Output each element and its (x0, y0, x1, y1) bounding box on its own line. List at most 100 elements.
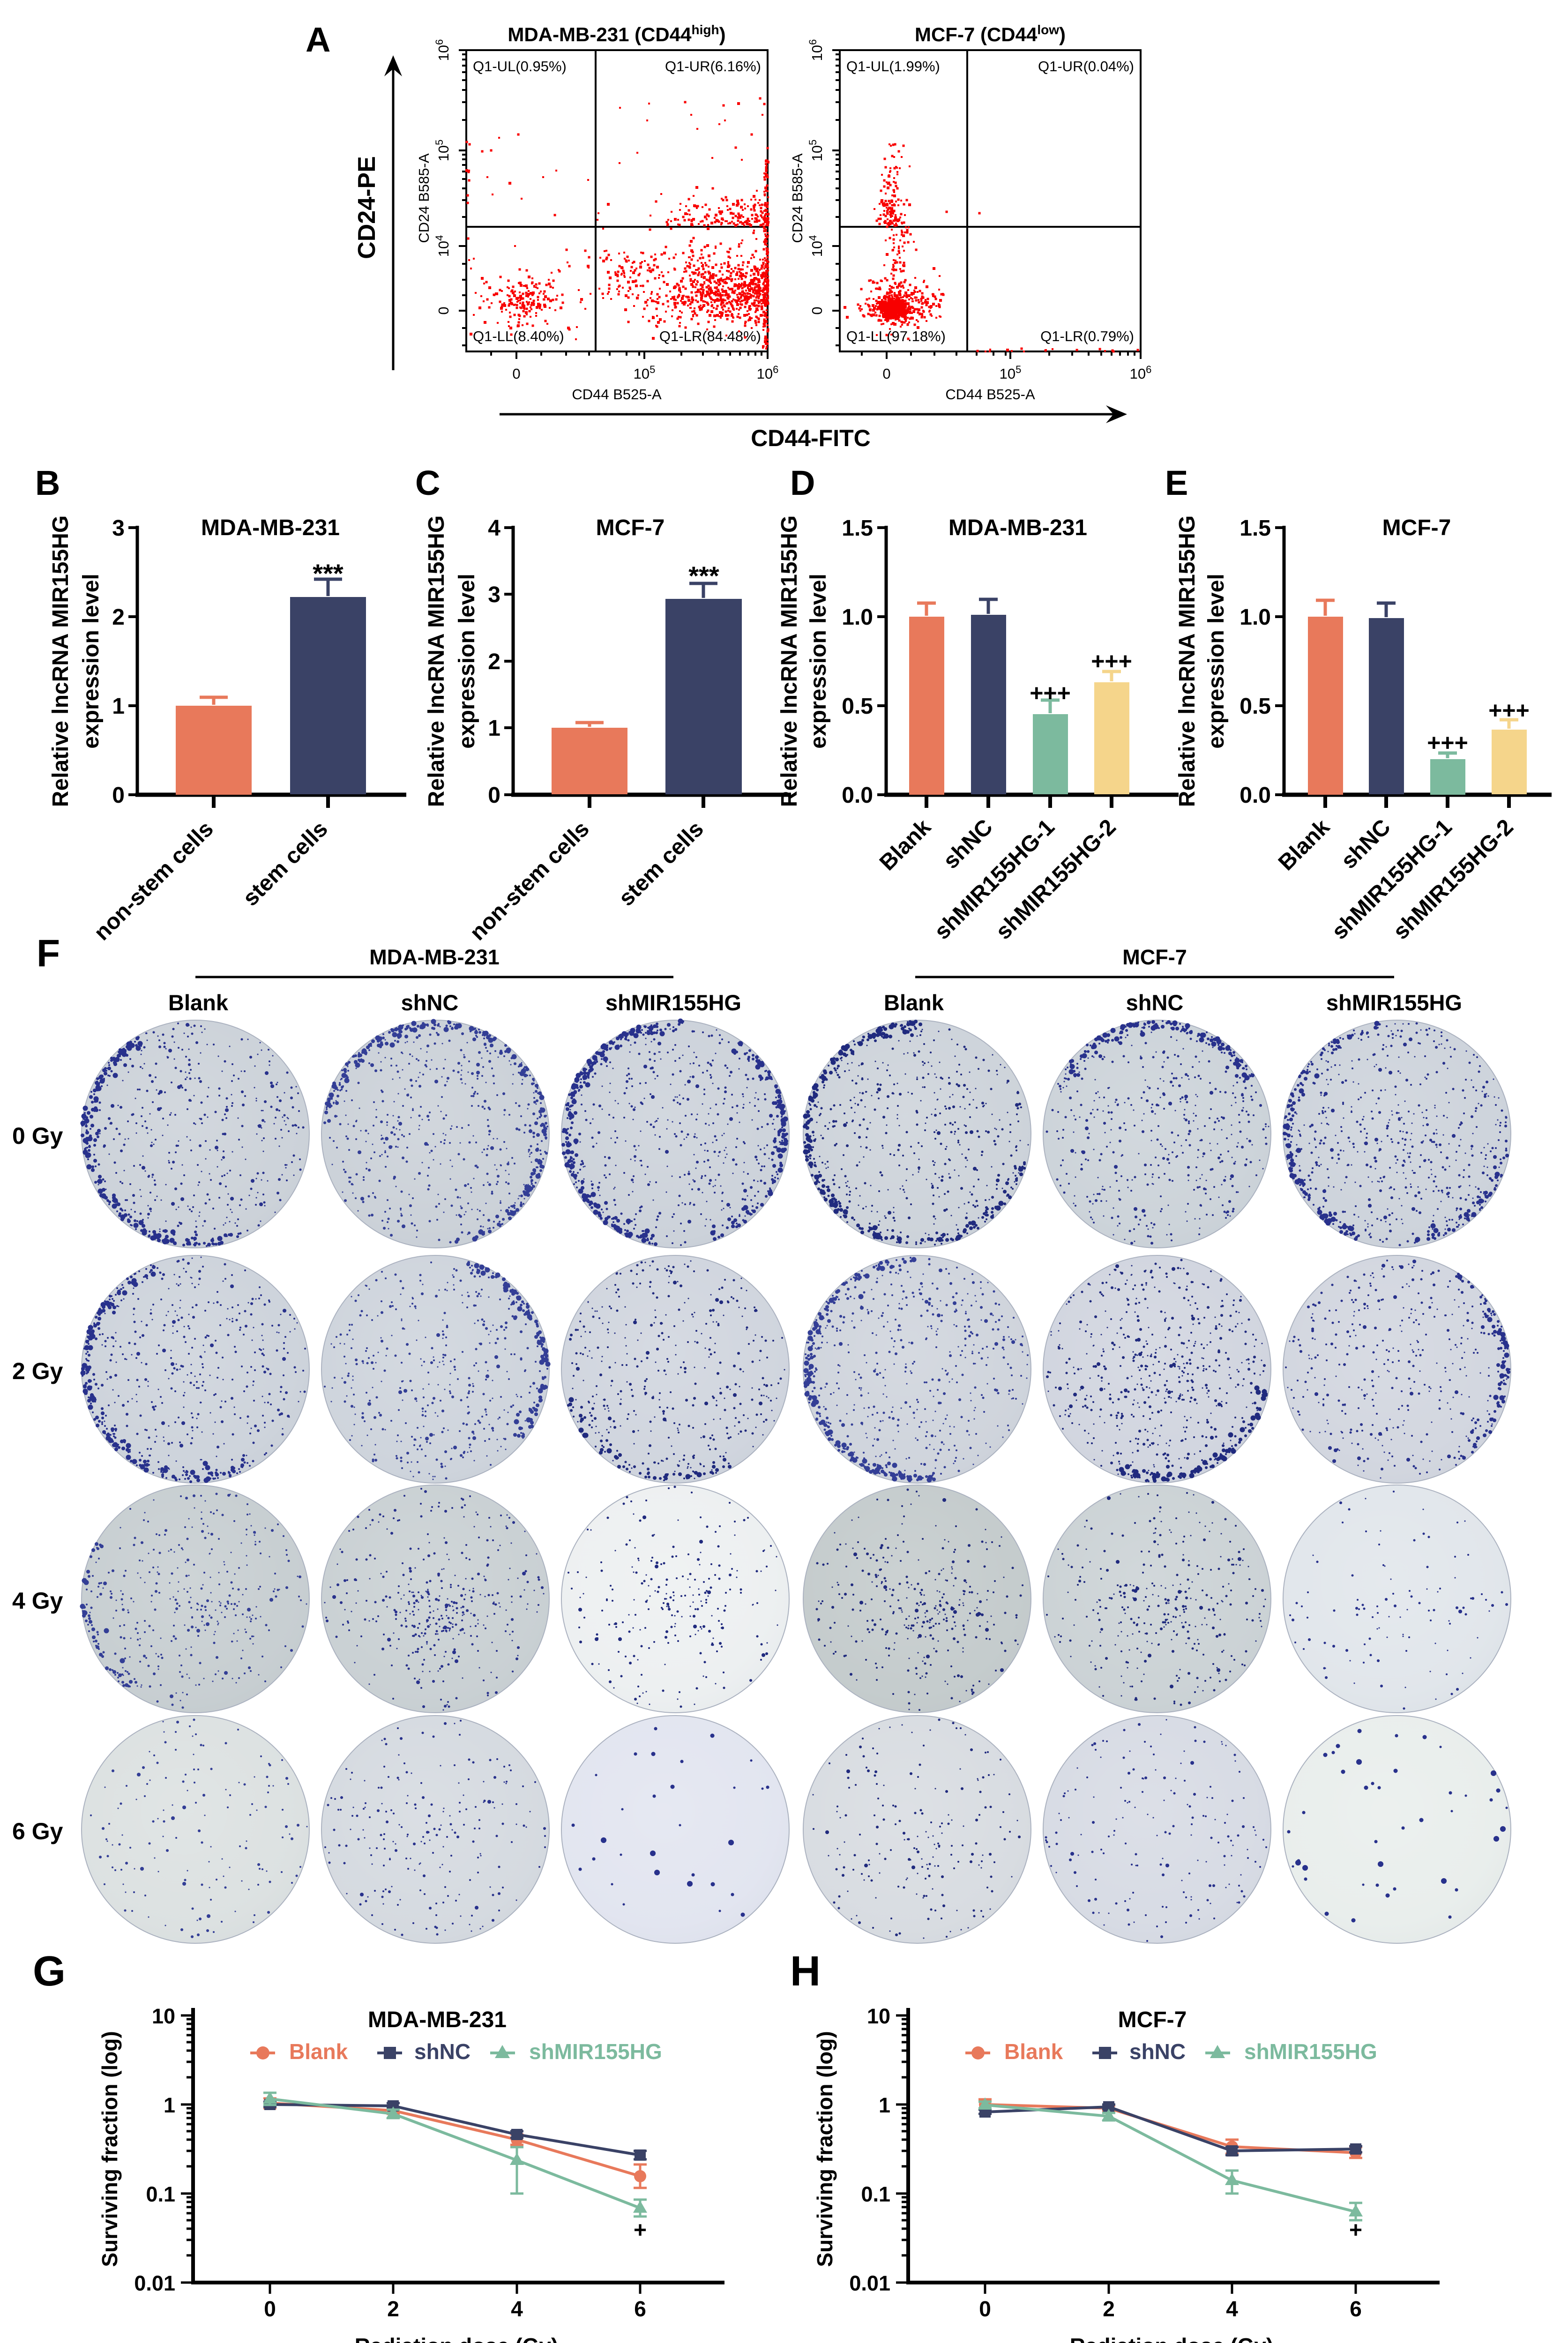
svg-text:+++: +++ (1488, 697, 1530, 724)
svg-text:CD44 B525-A: CD44 B525-A (945, 386, 1035, 403)
svg-text:6 Gy: 6 Gy (12, 1818, 63, 1844)
svg-text:CD44-FITC: CD44-FITC (751, 425, 871, 451)
svg-text:shNC: shNC (1129, 2039, 1186, 2064)
svg-text:C: C (415, 463, 440, 502)
svg-text:E: E (1165, 463, 1188, 502)
svg-text:0.01: 0.01 (849, 2271, 890, 2295)
svg-text:MDA-MB-231: MDA-MB-231 (369, 945, 500, 969)
svg-text:+++: +++ (1427, 730, 1468, 756)
svg-text:Blank: Blank (1004, 2039, 1063, 2064)
svg-text:0.01: 0.01 (134, 2271, 175, 2295)
svg-text:MDA-MB-231: MDA-MB-231 (368, 2007, 507, 2032)
svg-text:0.0: 0.0 (1239, 783, 1271, 808)
svg-text:Relative lncRNA MIR155HG: Relative lncRNA MIR155HG (424, 515, 449, 807)
svg-text:***: *** (688, 561, 719, 590)
svg-text:0: 0 (882, 366, 890, 382)
svg-text:Relative lncRNA MIR155HG: Relative lncRNA MIR155HG (1175, 515, 1200, 807)
svg-text:1.5: 1.5 (842, 516, 873, 541)
svg-text:0: 0 (435, 306, 452, 314)
svg-text:H: H (790, 1948, 821, 1995)
svg-text:Relative lncRNA MIR155HG: Relative lncRNA MIR155HG (777, 515, 802, 807)
svg-text:2: 2 (112, 605, 125, 630)
svg-text:0.0: 0.0 (842, 783, 873, 808)
svg-text:Radiation dose (Gy): Radiation dose (Gy) (355, 2334, 558, 2343)
svg-text:Q1-UL(1.99%): Q1-UL(1.99%) (846, 58, 940, 75)
svg-text:6: 6 (1350, 2297, 1362, 2321)
svg-text:0.1: 0.1 (861, 2182, 890, 2206)
svg-text:Surviving fraction (log): Surviving fraction (log) (97, 2031, 122, 2267)
svg-text:4: 4 (488, 516, 500, 541)
svg-text:A: A (306, 20, 330, 59)
svg-text:Surviving fraction (log): Surviving fraction (log) (813, 2031, 837, 2267)
svg-text:B: B (35, 463, 60, 502)
svg-text:D: D (790, 463, 815, 502)
svg-text:***: *** (313, 559, 343, 588)
svg-text:0.5: 0.5 (1239, 694, 1271, 719)
svg-text:+++: +++ (1030, 680, 1071, 706)
svg-text:Q1-LL(97.18%): Q1-LL(97.18%) (846, 328, 946, 344)
svg-text:expression level: expression level (455, 574, 479, 749)
svg-text:Q1-UR(6.16%): Q1-UR(6.16%) (665, 58, 761, 75)
svg-text:2: 2 (387, 2297, 399, 2321)
svg-text:10: 10 (867, 2004, 890, 2028)
svg-text:Blank: Blank (884, 990, 944, 1015)
svg-text:G: G (33, 1948, 66, 1995)
svg-text:+: + (1349, 2218, 1362, 2243)
svg-text:MDA-MB-231 (CD44high): MDA-MB-231 (CD44high) (508, 22, 725, 45)
svg-text:MCF-7: MCF-7 (1382, 515, 1451, 540)
svg-text:0: 0 (264, 2297, 276, 2321)
svg-text:0: 0 (512, 366, 520, 382)
svg-text:0: 0 (979, 2297, 991, 2321)
svg-text:Relative lncRNA MIR155HG: Relative lncRNA MIR155HG (48, 515, 73, 807)
svg-text:CD24-PE: CD24-PE (353, 156, 381, 259)
svg-text:CD44 B525-A: CD44 B525-A (572, 386, 662, 403)
svg-text:MCF-7: MCF-7 (596, 515, 665, 540)
svg-text:1: 1 (164, 2093, 175, 2117)
svg-text:10: 10 (152, 2004, 175, 2028)
svg-text:MDA-MB-231: MDA-MB-231 (201, 515, 340, 540)
svg-text:3: 3 (112, 516, 125, 541)
svg-text:0: 0 (809, 306, 825, 314)
svg-text:shNC: shNC (1126, 990, 1184, 1015)
svg-text:1.0: 1.0 (1239, 605, 1271, 630)
svg-text:MCF-7: MCF-7 (1118, 2007, 1187, 2032)
svg-text:6: 6 (634, 2297, 646, 2321)
svg-text:1: 1 (488, 716, 500, 741)
svg-text:Q1-LR(0.79%): Q1-LR(0.79%) (1040, 328, 1134, 344)
svg-text:shMIR155HG: shMIR155HG (605, 990, 741, 1015)
svg-text:3: 3 (488, 582, 500, 607)
svg-text:shMIR155HG: shMIR155HG (1326, 990, 1462, 1015)
svg-text:MCF-7: MCF-7 (1122, 945, 1187, 969)
svg-text:2: 2 (488, 649, 500, 674)
svg-text:1: 1 (879, 2093, 890, 2117)
svg-text:1.0: 1.0 (842, 605, 873, 630)
svg-text:F: F (37, 932, 60, 975)
svg-text:Q1-UL(0.95%): Q1-UL(0.95%) (473, 58, 567, 75)
svg-text:expression level: expression level (79, 574, 104, 749)
svg-text:0: 0 (112, 783, 125, 808)
svg-text:+++: +++ (1091, 648, 1132, 674)
svg-text:0: 0 (488, 783, 500, 808)
svg-text:CD24 B585-A: CD24 B585-A (416, 153, 432, 243)
svg-text:0.5: 0.5 (842, 694, 873, 719)
svg-text:Q1-LL(8.40%): Q1-LL(8.40%) (473, 328, 564, 344)
svg-text:shMIR155HG: shMIR155HG (1244, 2039, 1377, 2064)
svg-text:expression level: expression level (806, 574, 831, 749)
svg-text:4: 4 (1226, 2297, 1238, 2321)
svg-text:CD24 B585-A: CD24 B585-A (789, 153, 806, 243)
svg-text:Radiation dose (Gy): Radiation dose (Gy) (1070, 2334, 1273, 2343)
svg-text:MDA-MB-231: MDA-MB-231 (948, 515, 1087, 540)
svg-text:0 Gy: 0 Gy (12, 1123, 63, 1149)
svg-text:shMIR155HG: shMIR155HG (529, 2039, 662, 2064)
svg-text:2 Gy: 2 Gy (12, 1358, 63, 1384)
svg-text:0.1: 0.1 (146, 2182, 175, 2206)
svg-text:2: 2 (1103, 2297, 1115, 2321)
svg-text:Blank: Blank (168, 990, 229, 1015)
svg-text:shNC: shNC (414, 2039, 470, 2064)
svg-text:4: 4 (511, 2297, 523, 2321)
svg-text:expression level: expression level (1204, 574, 1229, 749)
svg-text:Blank: Blank (289, 2039, 348, 2064)
svg-text:1: 1 (112, 694, 125, 719)
svg-text:shNC: shNC (401, 990, 459, 1015)
svg-text:Q1-UR(0.04%): Q1-UR(0.04%) (1038, 58, 1134, 75)
